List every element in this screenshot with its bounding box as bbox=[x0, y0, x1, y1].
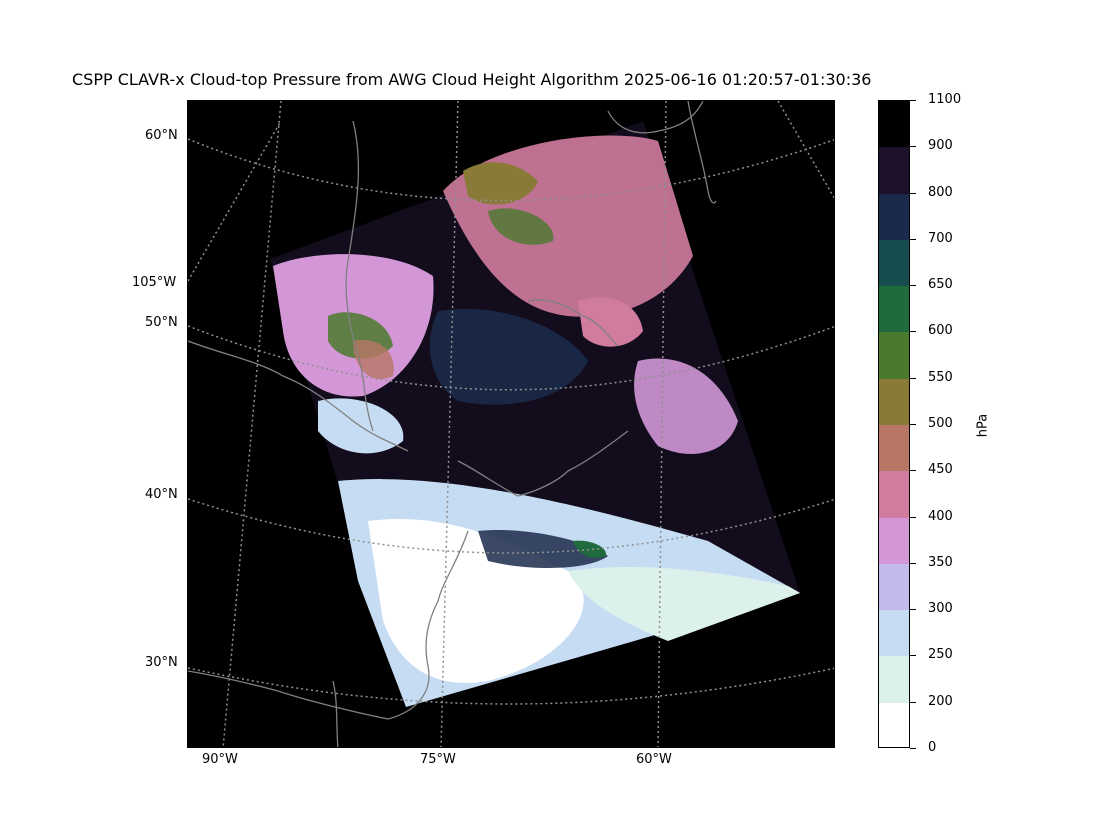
colorbar-segment bbox=[879, 193, 909, 241]
satellite-swath bbox=[270, 121, 800, 707]
colorbar-tick-label: 600 bbox=[928, 323, 953, 339]
colorbar-tick bbox=[910, 516, 916, 518]
colorbar-tick-label: 450 bbox=[928, 462, 953, 478]
colorbar-tick bbox=[910, 100, 916, 101]
cloud-band-olive bbox=[463, 162, 538, 205]
colorbar-unit-label: hPa bbox=[975, 413, 991, 438]
colorbar-segment bbox=[879, 378, 909, 426]
colorbar-tick bbox=[910, 655, 916, 657]
cloud-south-navy bbox=[478, 530, 608, 568]
graticule bbox=[188, 101, 834, 747]
cloud-central-navy bbox=[429, 309, 588, 405]
cloud-south-mint bbox=[568, 566, 800, 641]
colorbar-segment bbox=[879, 656, 909, 704]
lat-label-40n: 40°N bbox=[145, 487, 178, 502]
colorbar-segment bbox=[879, 610, 909, 658]
colorbar-tick bbox=[910, 331, 916, 333]
colorbar-segment bbox=[879, 471, 909, 519]
colorbar-segment bbox=[879, 239, 909, 288]
colorbar-tick bbox=[910, 377, 916, 379]
colorbar-tick-label: 650 bbox=[928, 277, 953, 293]
colorbar-segment bbox=[879, 563, 909, 612]
colorbar-tick bbox=[910, 470, 916, 472]
colorbar-segment bbox=[879, 147, 909, 195]
colorbar-tick-label: 400 bbox=[928, 508, 953, 524]
colorbar bbox=[878, 100, 910, 748]
colorbar-segment bbox=[879, 517, 909, 565]
colorbar-tick-label: 300 bbox=[928, 601, 953, 617]
satellite-map[interactable] bbox=[187, 100, 835, 748]
colorbar-tick-label: 1100 bbox=[928, 92, 962, 107]
colorbar-tick bbox=[910, 146, 916, 148]
colorbar-tick bbox=[910, 424, 916, 425]
colorbar-segment bbox=[879, 286, 909, 334]
lon-label-105w: 105°W bbox=[132, 275, 177, 290]
colorbar-tick bbox=[910, 562, 916, 564]
colorbar-segment bbox=[879, 702, 909, 747]
colorbar-tick-label: 800 bbox=[928, 184, 953, 200]
cloud-east-pink bbox=[634, 358, 738, 454]
cloud-band-green bbox=[488, 208, 554, 245]
colorbar-tick bbox=[910, 609, 916, 611]
colorbar-tick-label: 500 bbox=[928, 416, 953, 431]
lon-label-75w: 75°W bbox=[420, 752, 456, 767]
cloud-west-rose bbox=[353, 340, 394, 380]
colorbar-tick-label: 350 bbox=[928, 554, 953, 570]
colorbar-segment bbox=[879, 101, 909, 149]
lon-label-60w: 60°W bbox=[636, 752, 672, 767]
colorbar-segment bbox=[879, 425, 909, 473]
lon-label-90w: 90°W bbox=[202, 752, 238, 767]
colorbar-tick bbox=[910, 748, 916, 749]
colorbar-tick bbox=[910, 238, 916, 240]
colorbar-tick-label: 900 bbox=[928, 138, 953, 154]
map-title: CSPP CLAVR-x Cloud-top Pressure from AWG… bbox=[72, 70, 872, 89]
colorbar-tick-label: 0 bbox=[928, 740, 937, 755]
colorbar-tick-label: 200 bbox=[928, 693, 953, 709]
lat-label-60n: 60°N bbox=[145, 128, 178, 143]
colorbar-tick bbox=[910, 285, 916, 287]
cloud-south-green bbox=[573, 540, 607, 558]
lat-label-50n: 50°N bbox=[145, 315, 178, 330]
colorbar-tick-label: 700 bbox=[928, 230, 953, 246]
map-canvas bbox=[188, 101, 834, 747]
colorbar-tick-label: 250 bbox=[928, 647, 953, 663]
colorbar-segment bbox=[879, 332, 909, 380]
coastlines bbox=[188, 101, 717, 747]
lat-label-30n: 30°N bbox=[145, 655, 178, 670]
cloud-east-rose bbox=[578, 297, 643, 347]
colorbar-tick bbox=[910, 192, 916, 194]
colorbar-tick bbox=[910, 701, 916, 703]
colorbar-tick-label: 550 bbox=[928, 369, 953, 385]
